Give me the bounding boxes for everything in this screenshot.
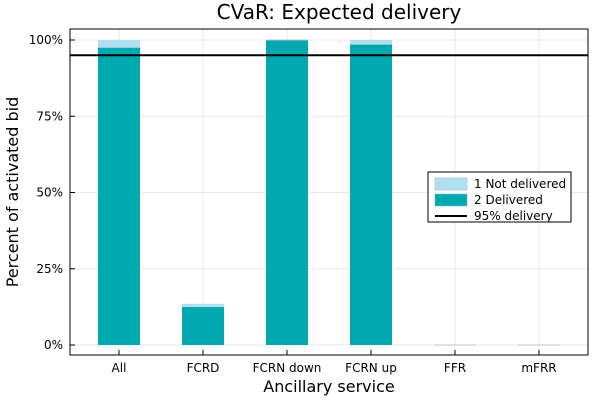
y-axis-label: Percent of activated bid <box>3 97 22 288</box>
legend-label: 95% delivery <box>474 209 553 223</box>
legend: 1 Not delivered 2 Delivered 95% delivery <box>427 171 572 223</box>
y-tick-label: 25% <box>36 262 63 276</box>
chart-title: CVaR: Expected delivery <box>217 0 462 24</box>
bar-2-delivered <box>266 40 308 345</box>
legend-label: 2 Delivered <box>474 193 543 207</box>
x-tick-label: FCRN down <box>253 361 322 375</box>
bar-2-delivered <box>350 44 392 345</box>
x-axis-label: Ancillary service <box>263 377 394 396</box>
bar-1-not-delivered <box>98 40 140 48</box>
x-tick-label: mFRR <box>521 361 556 375</box>
bars <box>98 39 560 346</box>
y-axis: 0% 25% 50% 75% 100% <box>29 33 75 352</box>
x-tick-label: FCRD <box>187 361 220 375</box>
legend-swatch <box>434 177 468 191</box>
legend-swatch <box>434 193 468 207</box>
x-tick-label: FCRN up <box>345 361 397 375</box>
x-axis: All FCRD FCRN down FCRN up FFR mFRR <box>112 350 557 375</box>
legend-label: 1 Not delivered <box>474 177 566 191</box>
y-tick-label: 100% <box>29 33 63 47</box>
bar-1-not-delivered <box>350 40 392 45</box>
y-tick-label: 50% <box>36 186 63 200</box>
bar-2-delivered <box>182 306 224 345</box>
y-tick-label: 75% <box>36 109 63 123</box>
bar-2-delivered <box>98 47 140 345</box>
x-tick-label: FFR <box>444 361 466 375</box>
bar-1-not-delivered <box>182 303 224 307</box>
y-tick-label: 0% <box>44 338 63 352</box>
x-tick-label: All <box>112 361 127 375</box>
